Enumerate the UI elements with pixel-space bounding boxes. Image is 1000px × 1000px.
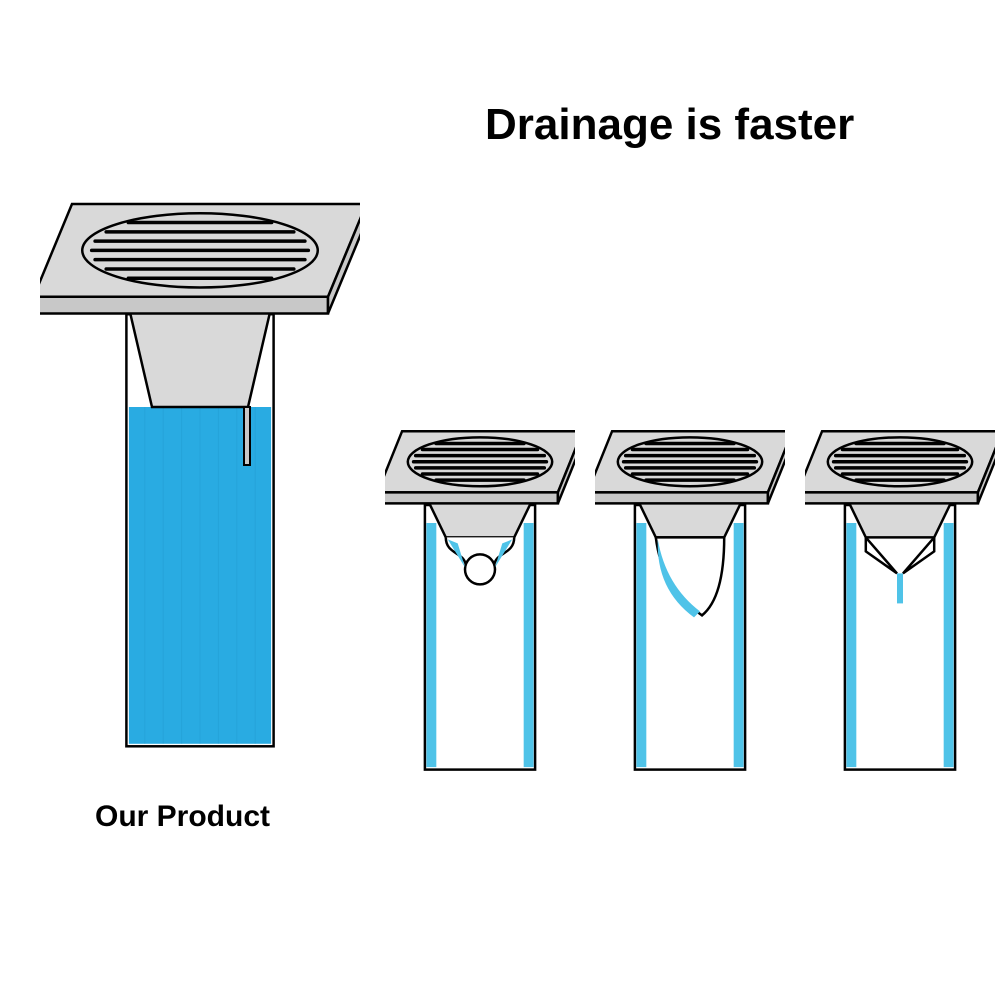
our-product-caption: Our Product bbox=[95, 800, 270, 834]
competitor-drain-2 bbox=[595, 415, 785, 775]
competitor-drain-3 bbox=[805, 415, 995, 775]
main-drain-diagram bbox=[40, 175, 360, 755]
competitor-drain-1 bbox=[385, 415, 575, 775]
diagram-title: Drainage is faster bbox=[485, 100, 854, 150]
